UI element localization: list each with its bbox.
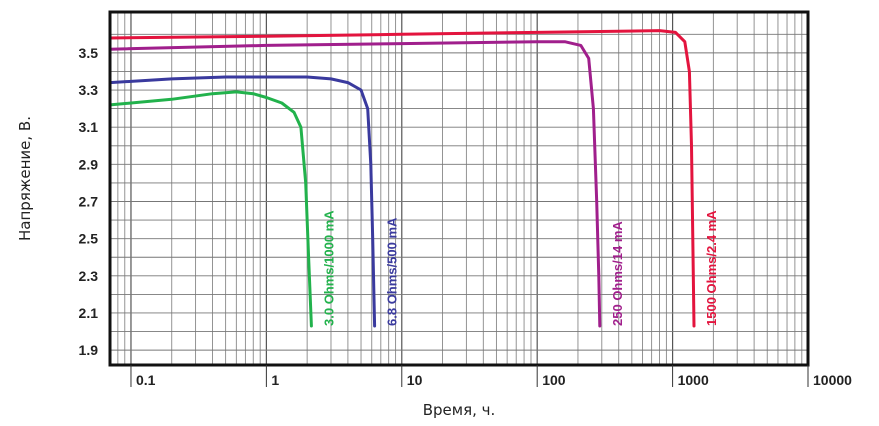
y-tick-label: 3.5 (79, 45, 99, 61)
y-axis-title: Напряжение, В. (16, 116, 34, 241)
y-tick-label: 2.7 (79, 194, 99, 210)
x-tick-label: 10000 (813, 372, 852, 388)
x-tick-label: 100 (542, 372, 566, 388)
plot-frame (108, 10, 810, 367)
series-label-3: 250 Ohms/14 mA (610, 221, 625, 326)
x-tick-label: 10 (407, 372, 423, 388)
series-label-2: 6.8 Ohms/500 mA (385, 217, 400, 326)
series-label-4: 1500 Ohms/2.4 mA (704, 210, 719, 326)
series-lines (108, 29, 696, 328)
series-line-3 (108, 40, 602, 328)
y-tick-label: 2.3 (79, 268, 99, 284)
y-tick-label: 1.9 (79, 342, 99, 358)
series-line-4 (108, 29, 696, 328)
x-tick-label: 0.1 (136, 372, 156, 388)
grid (109, 12, 808, 365)
x-axis-title: Время, ч. (423, 401, 496, 419)
series-line-1 (108, 90, 313, 328)
y-tick-label: 3.1 (79, 119, 99, 135)
y-tick-labels: 3.5 3.3 3.1 2.9 2.7 2.5 2.3 2.1 1.9 (79, 45, 99, 358)
x-tick-label: 1000 (678, 372, 709, 388)
series-line-2 (108, 75, 377, 328)
y-tick-label: 2.9 (79, 156, 99, 172)
x-tick-label: 1 (271, 372, 279, 388)
x-tick-labels: 0.1 1 10 100 1000 10000 (130, 365, 852, 388)
y-tick-label: 2.5 (79, 231, 99, 247)
series-labels: 3.0 Ohms/1000 mA 6.8 Ohms/500 mA 250 Ohms/… (321, 210, 719, 326)
y-tick-label: 2.1 (79, 305, 99, 321)
y-tick-label: 3.3 (79, 82, 99, 98)
series-label-1: 3.0 Ohms/1000 mA (321, 210, 336, 326)
